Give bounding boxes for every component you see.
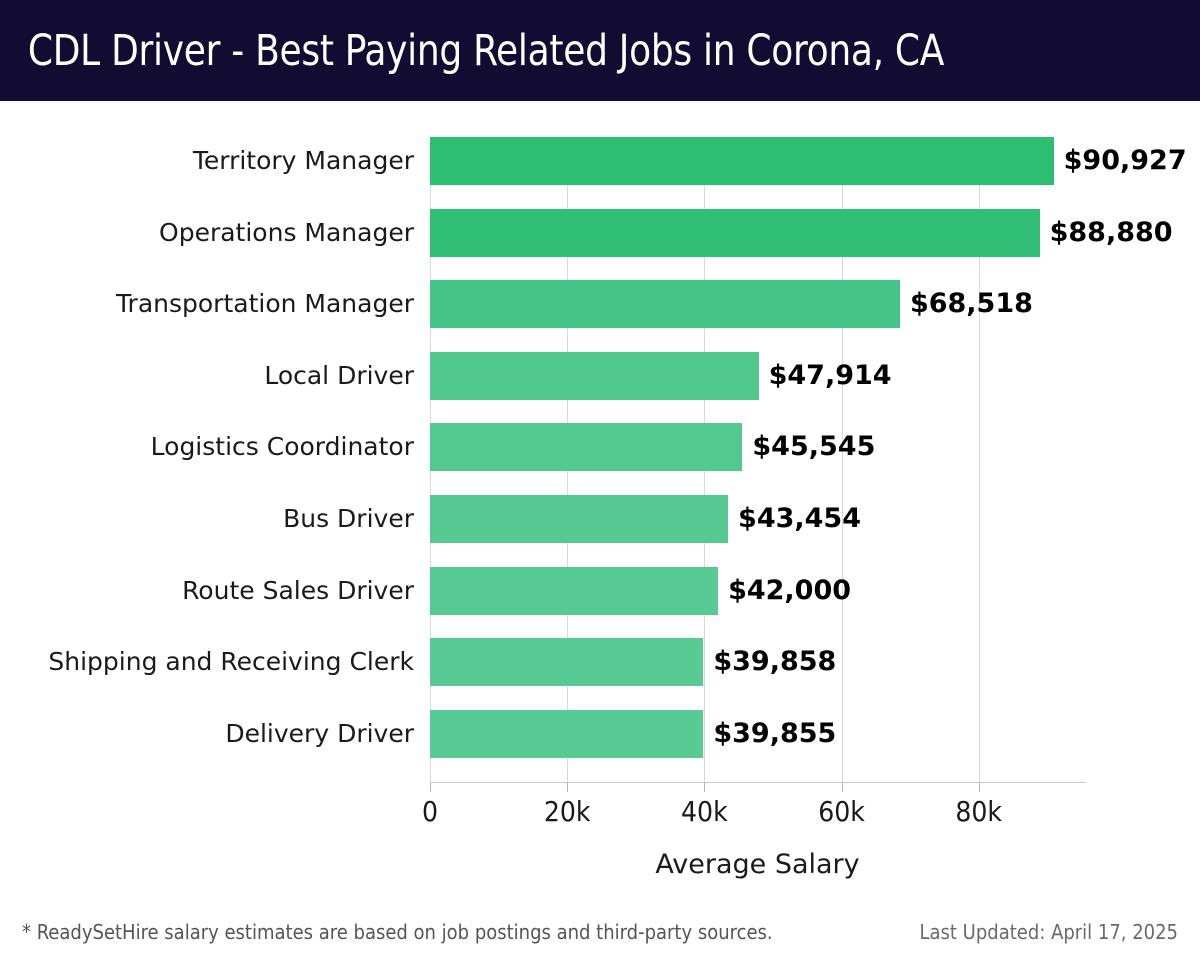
x-axis-tick [978, 783, 980, 792]
bar[interactable] [430, 638, 704, 687]
bar-row: Shipping and Receiving Clerk $39,858 [0, 638, 1200, 687]
bar-value-label: $39,858 [713, 646, 837, 678]
bar[interactable] [430, 566, 719, 615]
footer: * ReadySetHire salary estimates are base… [0, 906, 1200, 958]
bar[interactable] [430, 351, 759, 400]
x-axis-tick-label: 0 [421, 795, 439, 828]
bar[interactable] [430, 495, 729, 543]
footer-disclaimer: * ReadySetHire salary estimates are base… [22, 920, 773, 944]
bar[interactable] [430, 208, 1040, 257]
bar[interactable] [430, 280, 900, 329]
bar-value-label: $39,855 [713, 717, 837, 749]
x-axis-tick [704, 783, 706, 792]
category-label: Operations Manager [159, 217, 414, 247]
bar-value-label: $90,927 [1063, 145, 1187, 176]
bar[interactable] [430, 137, 1054, 185]
bar-row: Logistics Coordinator $45,545 [0, 423, 1200, 472]
page-title: CDL Driver - Best Paying Related Jobs in… [27, 25, 945, 76]
bar-row: Bus Driver $43,454 [0, 495, 1200, 543]
bar-value-label: $42,000 [728, 574, 852, 606]
bar[interactable] [430, 709, 704, 758]
x-axis-tick [841, 783, 843, 792]
x-axis-tick-label: 20k [543, 795, 591, 828]
category-label: Local Driver [264, 360, 414, 390]
category-label: Transportation Manager [115, 289, 414, 319]
bar-value-label: $43,454 [738, 503, 862, 534]
x-axis-title: Average Salary [655, 849, 860, 880]
footer-last-updated: Last Updated: April 17, 2025 [919, 920, 1179, 944]
bar-row: Delivery Driver $39,855 [0, 709, 1200, 758]
bar-row: Transportation Manager $68,518 [0, 280, 1200, 329]
category-label: Logistics Coordinator [150, 432, 414, 462]
bar-row: Local Driver $47,914 [0, 351, 1200, 400]
category-label: Territory Manager [192, 146, 414, 175]
category-label: Delivery Driver [225, 718, 414, 748]
chart-plot-region: 0 20k 40k 60k 80k Average Salary Territory M… [0, 101, 1200, 901]
bar-value-label: $47,914 [768, 359, 892, 391]
x-axis-tick-label: 40k [681, 795, 728, 828]
x-axis-line [430, 782, 1086, 783]
title-bar: CDL Driver - Best Paying Related Jobs in… [0, 0, 1200, 101]
x-axis-tick [567, 783, 569, 792]
bar-value-label: $45,545 [752, 431, 876, 463]
bar-row: Operations Manager $88,880 [0, 208, 1200, 257]
bar-row: Route Sales Driver $42,000 [0, 566, 1200, 615]
bar-row: Territory Manager $90,927 [0, 137, 1200, 185]
bar-value-label: $88,880 [1049, 216, 1173, 248]
category-label: Bus Driver [283, 504, 414, 533]
bar-value-label: $68,518 [909, 288, 1033, 320]
x-axis-tick-label: 60k [818, 795, 865, 828]
category-label: Route Sales Driver [182, 575, 414, 605]
gridline [978, 137, 980, 782]
x-axis-tick-label: 80k [955, 795, 1003, 828]
x-axis-tick [430, 783, 431, 792]
category-label: Shipping and Receiving Clerk [48, 647, 414, 677]
gridline [841, 137, 843, 782]
bar[interactable] [430, 423, 743, 472]
